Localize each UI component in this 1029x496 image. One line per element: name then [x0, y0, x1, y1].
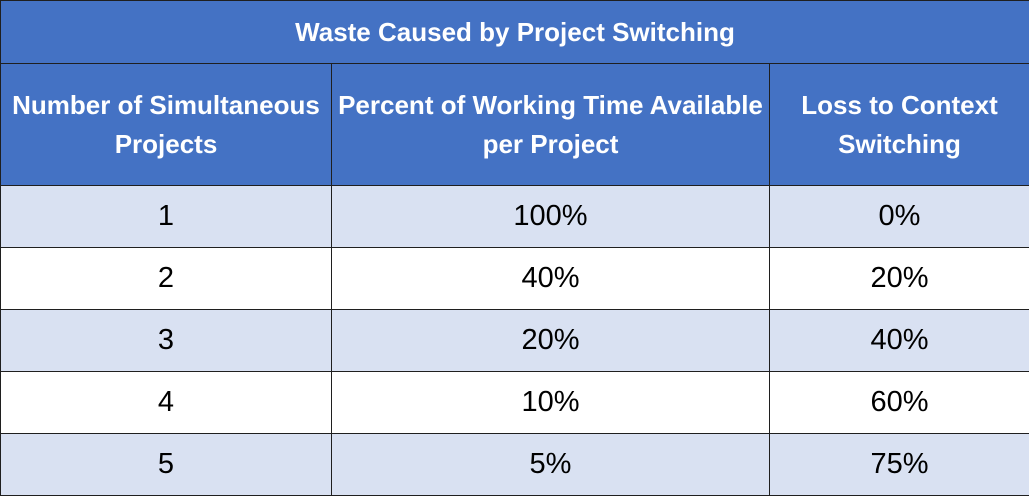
table-row: 2 40% 20%	[0, 247, 1029, 310]
column-header-simultaneous-projects: Number of Simultaneous Projects	[0, 63, 332, 186]
cell-projects: 3	[0, 309, 332, 372]
cell-loss: 40%	[768, 309, 1029, 372]
cell-projects: 5	[0, 433, 332, 496]
cell-loss: 60%	[768, 371, 1029, 434]
cell-percent-time: 10%	[331, 371, 770, 434]
column-header-percent-working-time: Percent of Working Time Available per Pr…	[331, 63, 770, 186]
cell-percent-time: 40%	[331, 247, 770, 310]
table-row: 4 10% 60%	[0, 371, 1029, 434]
cell-loss: 20%	[768, 247, 1029, 310]
table-row: 1 100% 0%	[0, 185, 1029, 248]
cell-loss: 0%	[768, 185, 1029, 248]
cell-percent-time: 5%	[331, 433, 770, 496]
column-header-context-switching-loss: Loss to Context Switching	[768, 63, 1029, 186]
cell-projects: 1	[0, 185, 332, 248]
table-row: 5 5% 75%	[0, 433, 1029, 496]
table-title-row: Waste Caused by Project Switching	[0, 0, 1029, 64]
cell-loss: 75%	[768, 433, 1029, 496]
table-title: Waste Caused by Project Switching	[0, 0, 1029, 64]
table-header-row: Number of Simultaneous Projects Percent …	[0, 63, 1029, 186]
cell-projects: 4	[0, 371, 332, 434]
cell-percent-time: 100%	[331, 185, 770, 248]
table-row: 3 20% 40%	[0, 309, 1029, 372]
cell-percent-time: 20%	[331, 309, 770, 372]
cell-projects: 2	[0, 247, 332, 310]
